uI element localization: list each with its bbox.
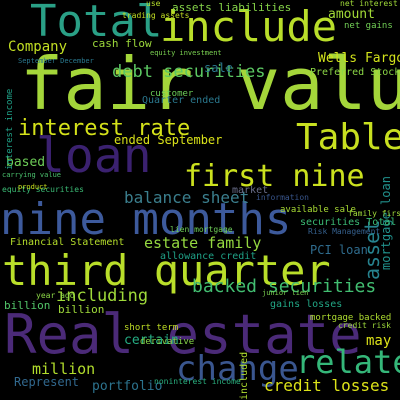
word-short-term: short term [124, 323, 179, 333]
word-balance-sheet: balance sheet [124, 188, 250, 207]
word-backed-securities: backed securities [192, 276, 377, 297]
word-change: change [176, 349, 299, 389]
word-equity-securities: equity securities [2, 185, 84, 194]
word-equity-investment: equity investment [150, 49, 222, 57]
word-including: including [56, 286, 149, 306]
word-carrying-value: carrying value [2, 171, 62, 179]
word-billion: billion [4, 299, 51, 312]
word-noninterest-income: noninterest income [154, 377, 241, 386]
word-product: product [18, 183, 48, 191]
word-loan: loan [36, 128, 152, 184]
word-net-interest: net interest [340, 0, 398, 8]
word-quarter-ended: Quarter ended [142, 95, 221, 106]
word-market: market [232, 185, 269, 196]
word-credit-risk: credit risk [338, 321, 391, 330]
word-include: include [160, 2, 338, 51]
word-information: information [256, 193, 309, 202]
word-represent: Represent [14, 375, 80, 389]
word-allowance-credit: allowance credit [160, 251, 257, 262]
word-customer: customer [150, 89, 194, 99]
word-use: use [146, 0, 161, 8]
word-mortgage-backed: mortgage backed [310, 313, 392, 323]
word-first-nine: first nine [184, 159, 365, 194]
word-included: included [239, 351, 250, 400]
word-nine-months: nine months [0, 194, 292, 245]
word-total: Total [30, 0, 163, 47]
word-derivative: derivative [140, 337, 195, 347]
word-related: related [296, 343, 400, 381]
word-available-sale: available sale [280, 205, 356, 215]
word-wells-fargo: Wells Fargo [318, 51, 400, 66]
word-interest-income: interest income [5, 88, 15, 170]
word-fair-value: fair value [20, 42, 400, 126]
word-based: based [6, 155, 46, 170]
word-financial-statement: Financial Statement [10, 237, 125, 248]
word-junior-lien: junior lien [262, 289, 309, 297]
word-certain: certain [124, 333, 179, 348]
word-assets-liabilities: assets liabilities [172, 1, 292, 14]
word-real-estate: Real estate [4, 303, 362, 366]
word-estate-family: estate family [144, 234, 262, 252]
word-september-december: September December [18, 57, 94, 65]
word-million: million [32, 360, 96, 378]
word-family-first: family first [348, 209, 400, 218]
word-amount: amount [328, 7, 375, 22]
word-interest-rate: interest rate [18, 116, 191, 141]
word-preferred-stock: Preferred Stock [310, 67, 400, 78]
word-credit-losses: credit losses [264, 376, 390, 395]
word-company: Company [8, 39, 68, 55]
word-may: may [366, 333, 392, 349]
word-lien-mortgage: lien mortgage [170, 225, 233, 234]
word-net-gains: net gains [344, 21, 393, 31]
word-table: Table [296, 117, 400, 158]
word-year-ago: year ago [36, 291, 75, 300]
word-risk-management: Risk Management [308, 227, 381, 236]
word-cash-flow: cash flow [92, 37, 152, 50]
word-pci-loan: PCI loan [310, 243, 368, 257]
word-trading-assets: trading assets [122, 11, 190, 20]
word-third-quarter: third quarter [2, 246, 331, 295]
word-gains-losses: gains losses [270, 299, 343, 310]
word-portfolio: portfolio [92, 379, 163, 394]
word-debt-securities: debt securities [112, 62, 266, 82]
word-sale: sale [204, 61, 233, 75]
word-billion-2: billion [58, 303, 105, 316]
word-securities-total: securities Total [300, 217, 397, 228]
word-ended-september: ended September [114, 133, 223, 147]
